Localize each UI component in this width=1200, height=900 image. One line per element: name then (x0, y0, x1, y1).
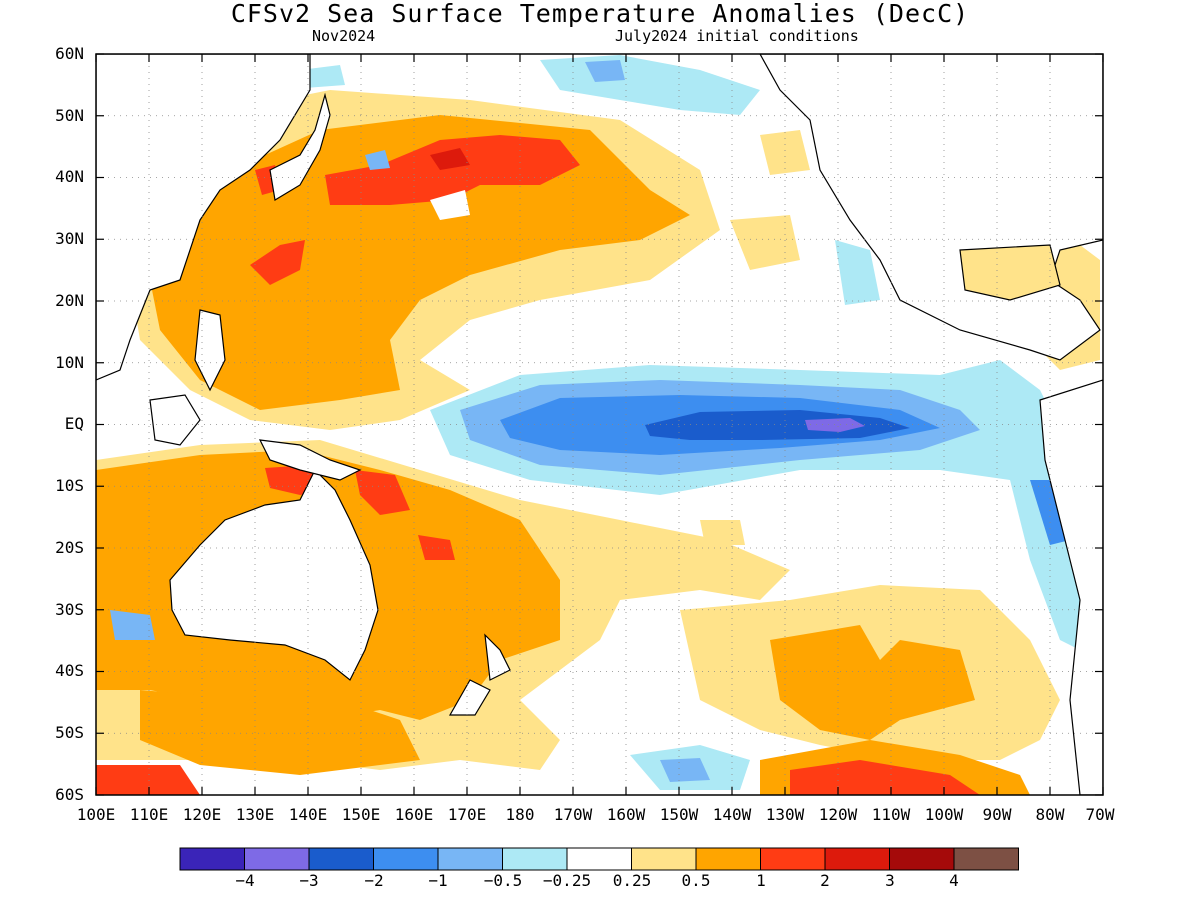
colorbar-label: −2 (364, 871, 384, 890)
colorbar-label: −3 (299, 871, 319, 890)
lon-label: 150E (341, 805, 381, 824)
lat-label: 60N (55, 44, 84, 63)
asia-mainland (96, 54, 311, 381)
anomaly-region (300, 65, 345, 88)
colorbar-swatch (244, 847, 310, 871)
anomaly-region (805, 418, 865, 432)
lon-label: 80W (1035, 805, 1065, 824)
colorbar-label: 3 (885, 871, 895, 890)
colorbar-label: 0.5 (681, 871, 711, 890)
lon-label: 140W (712, 805, 752, 824)
lon-label: 170E (447, 805, 487, 824)
anomaly-region (430, 148, 470, 170)
gulf-of-mexico (959, 244, 1061, 301)
colorbar-label: 0.25 (612, 871, 652, 890)
borneo (149, 394, 201, 446)
japan (269, 92, 331, 201)
colorbar-label: −0.25 (542, 871, 592, 890)
anomaly-region (430, 190, 470, 220)
lon-label: 180 (505, 805, 535, 824)
lat-label: 10S (55, 476, 84, 495)
lon-label: 120W (818, 805, 858, 824)
colorbar-label: −4 (235, 871, 255, 890)
colorbar-swatch (695, 847, 761, 871)
initial-conditions: July2024 initial conditions (615, 27, 859, 45)
lon-label: 150W (659, 805, 699, 824)
colorbar-swatch (566, 847, 632, 871)
colorbar (179, 847, 1019, 871)
lon-label: 130W (765, 805, 805, 824)
colorbar-label: −0.5 (483, 871, 523, 890)
colorbar-swatch (824, 847, 890, 871)
colorbar-label: 4 (949, 871, 959, 890)
lat-label: 30N (55, 229, 84, 248)
anomaly-region (730, 215, 800, 270)
colorbar-swatch (889, 847, 955, 871)
coastlines (96, 54, 1103, 795)
anomaly-region (96, 765, 200, 795)
lat-label: 50N (55, 106, 84, 125)
philippines (194, 309, 226, 392)
anomaly-region (700, 520, 745, 545)
lon-label: 170W (553, 805, 593, 824)
lat-label: EQ (64, 414, 84, 433)
colorbar-swatch (631, 847, 697, 871)
new-zealand-south (448, 679, 491, 716)
colorbar-swatch (373, 847, 439, 871)
lon-label: 160W (606, 805, 646, 824)
anomaly-region (585, 60, 625, 82)
anomaly-region (790, 760, 980, 795)
colorbar-label: 1 (756, 871, 766, 890)
new-zealand (484, 633, 511, 681)
anomaly-region (835, 240, 880, 305)
anomaly-region (660, 758, 710, 782)
lon-label: 130E (235, 805, 275, 824)
lon-label: 70W (1085, 805, 1115, 824)
lat-label: 20N (55, 291, 84, 310)
lat-label: 20S (55, 538, 84, 557)
lon-label: 100W (924, 805, 964, 824)
lon-label: 100E (76, 805, 116, 824)
anomaly-region (760, 130, 810, 175)
lat-label: 40N (55, 167, 84, 186)
lat-label: 40S (55, 661, 84, 680)
new-guinea (258, 439, 362, 481)
anomaly-region (110, 610, 155, 640)
lat-label: 60S (55, 785, 84, 804)
lon-label: 90W (982, 805, 1012, 824)
lat-label: 50S (55, 723, 84, 742)
colorbar-swatch (179, 847, 245, 871)
lat-label: 30S (55, 600, 84, 619)
lon-label: 140E (288, 805, 328, 824)
colorbar-swatch (953, 847, 1019, 871)
lon-label: 110E (129, 805, 169, 824)
anomaly-region (250, 240, 305, 285)
australia-landmass (169, 468, 379, 681)
lat-label: 10N (55, 353, 84, 372)
colorbar-swatch (308, 847, 374, 871)
lon-label: 160E (394, 805, 434, 824)
anomaly-region (645, 410, 910, 440)
anomaly-region (325, 135, 580, 205)
colorbar-label: −1 (428, 871, 448, 890)
anomaly-region (770, 625, 975, 740)
anomaly-region (355, 470, 410, 515)
axis-ticks (95, 53, 1104, 796)
colorbar-swatch (437, 847, 503, 871)
anomaly-region (365, 150, 390, 170)
lon-label: 110W (871, 805, 911, 824)
anomaly-region (140, 690, 420, 775)
forecast-month: Nov2024 (312, 27, 376, 45)
anomaly-region (1030, 480, 1070, 545)
anomaly-region (418, 535, 455, 560)
colorbar-label: 2 (820, 871, 830, 890)
map-title: CFSv2 Sea Surface Temperature Anomalies … (230, 0, 970, 28)
colorbar-swatch (760, 847, 826, 871)
colorbar-swatch (502, 847, 568, 871)
lon-label: 120E (182, 805, 222, 824)
